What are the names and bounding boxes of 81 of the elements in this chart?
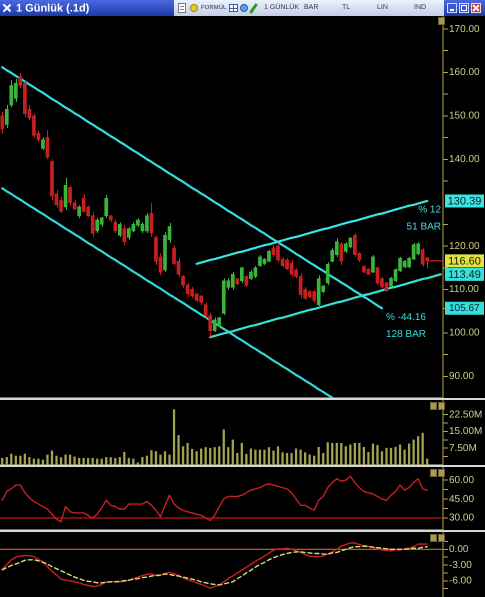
y-tick-label: 160.00 bbox=[449, 67, 480, 78]
bar bbox=[232, 440, 234, 465]
bar bbox=[304, 452, 306, 465]
bar bbox=[55, 456, 58, 465]
annotation: 51 BAR bbox=[406, 222, 442, 233]
bar bbox=[245, 454, 248, 465]
data-label: 113.49 bbox=[448, 268, 481, 281]
y-tick-label: 170.00 bbox=[449, 24, 480, 35]
y-tick-label: 22.50M bbox=[449, 409, 482, 420]
bar bbox=[114, 458, 116, 465]
ref-line-label: 116.60 bbox=[448, 255, 481, 268]
y-tick-label: 15.00M bbox=[449, 426, 482, 438]
bar bbox=[32, 458, 36, 465]
bar bbox=[92, 458, 94, 465]
bar bbox=[318, 446, 320, 465]
bar bbox=[227, 447, 230, 465]
bar bbox=[118, 457, 121, 465]
y-tick-label: 120.00 bbox=[449, 240, 480, 252]
bar bbox=[19, 456, 22, 465]
y-tick-label: 60.00 bbox=[449, 474, 474, 486]
y-tick-label: 140.00 bbox=[449, 154, 480, 165]
bar bbox=[240, 442, 243, 465]
bar bbox=[82, 458, 85, 465]
bar bbox=[336, 442, 338, 465]
bar bbox=[354, 442, 356, 465]
bar bbox=[308, 454, 311, 465]
bar bbox=[6, 457, 8, 465]
bar bbox=[326, 442, 329, 465]
bar bbox=[37, 458, 40, 465]
y-tick-label: 105.67 bbox=[449, 303, 480, 314]
bar bbox=[14, 456, 17, 465]
y-tick-label: 150.00 bbox=[449, 110, 480, 122]
bar bbox=[209, 448, 212, 465]
y-tick-label: 30.00 bbox=[449, 512, 474, 524]
y-tick-label: 100.00 bbox=[449, 328, 480, 339]
bar bbox=[422, 432, 424, 465]
bar bbox=[322, 453, 324, 465]
bar bbox=[214, 447, 216, 465]
bar bbox=[426, 458, 428, 465]
bar bbox=[24, 454, 26, 465]
bar bbox=[164, 451, 166, 465]
bar bbox=[200, 448, 202, 465]
chart-title: 1 Günlük (.1d) bbox=[16, 2, 90, 15]
bar bbox=[222, 429, 225, 465]
bar bbox=[96, 458, 98, 465]
bar bbox=[380, 451, 384, 465]
y-tick-label: -6.00 bbox=[449, 576, 472, 586]
bar bbox=[42, 460, 44, 465]
data-label: 130.39 bbox=[448, 195, 482, 208]
bar bbox=[146, 456, 148, 465]
bar bbox=[10, 454, 12, 465]
bar bbox=[340, 442, 342, 465]
bar bbox=[105, 457, 108, 465]
bar bbox=[132, 458, 134, 465]
y-tick-label: 110.00 bbox=[449, 284, 480, 296]
bar bbox=[344, 446, 347, 465]
y-tick-label: 7.50M bbox=[449, 442, 477, 454]
bar bbox=[417, 436, 420, 465]
annotation: % 12 bbox=[418, 204, 442, 216]
bar bbox=[349, 444, 352, 465]
bar bbox=[196, 451, 198, 465]
bar bbox=[154, 451, 158, 465]
bar bbox=[128, 458, 130, 465]
bar bbox=[136, 462, 140, 465]
bar bbox=[204, 447, 207, 465]
annotation: 128 BAR bbox=[386, 329, 426, 340]
y-tick-label: 45.00 bbox=[449, 494, 474, 505]
bar bbox=[331, 442, 334, 465]
bar bbox=[1, 458, 4, 465]
bar bbox=[218, 446, 220, 465]
bar bbox=[87, 458, 90, 465]
y-tick-label: 0.00 bbox=[449, 544, 469, 556]
bar bbox=[358, 442, 361, 465]
bar bbox=[236, 453, 238, 465]
bar bbox=[100, 458, 103, 465]
y-tick-label: 90.00 bbox=[449, 371, 474, 382]
y-tick-label: -3.00 bbox=[449, 560, 472, 571]
bar bbox=[110, 457, 112, 465]
annotation: % -44.16 bbox=[386, 312, 426, 324]
bar bbox=[313, 456, 316, 465]
bar bbox=[123, 452, 126, 465]
